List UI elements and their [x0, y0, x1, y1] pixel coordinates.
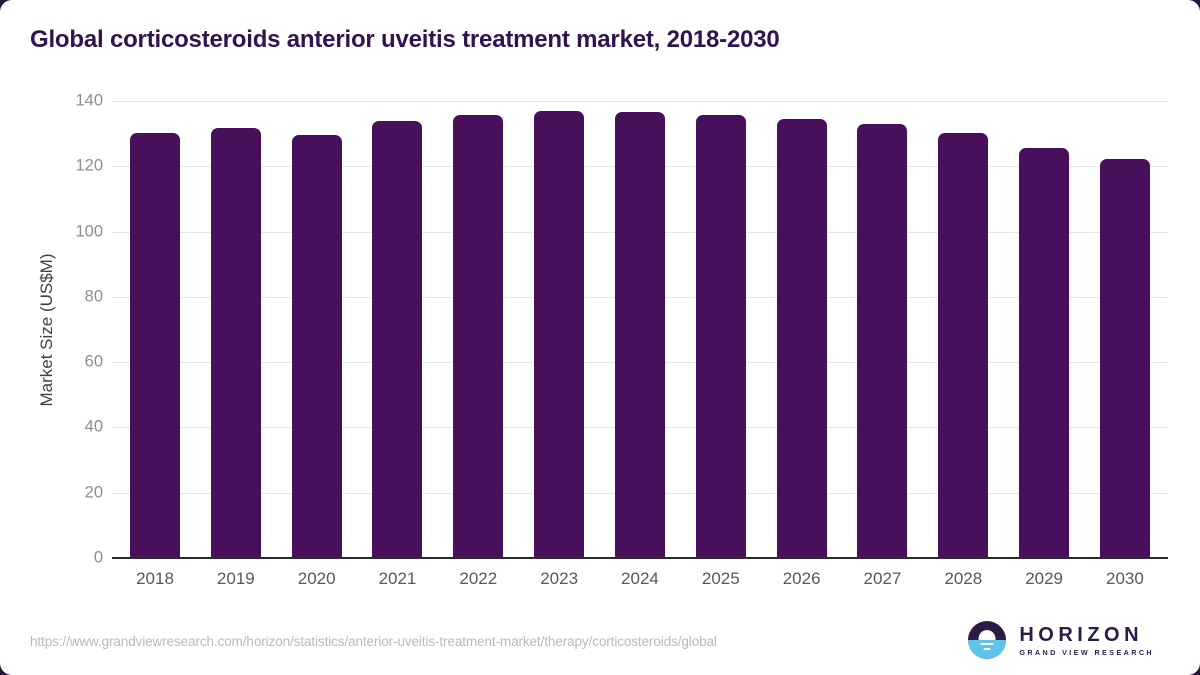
bar-slot-2029 — [1019, 101, 1070, 558]
bar-2018[interactable] — [130, 133, 180, 558]
x-axis-line — [112, 557, 1168, 559]
water-shape — [968, 640, 1007, 659]
bar-2030[interactable] — [1099, 159, 1150, 558]
bar-slot-2027 — [857, 101, 908, 558]
bar-slot-2019 — [210, 101, 261, 558]
x-tick-label-2024: 2024 — [621, 569, 659, 588]
bar-2021[interactable] — [372, 120, 423, 558]
x-tick-label-2029: 2029 — [1025, 569, 1064, 588]
bar-2019[interactable] — [210, 128, 261, 558]
y-tick-label-140: 140 — [75, 91, 103, 110]
x-tick-label-2030: 2030 — [1106, 569, 1144, 588]
plot-area — [112, 101, 1168, 559]
y-tick-label-100: 100 — [75, 222, 103, 241]
bar-slot-2030 — [1099, 101, 1150, 558]
gridline-140 — [112, 101, 1168, 102]
y-tick-label-120: 120 — [75, 156, 103, 175]
horizon-logo: HORIZON GRAND VIEW RESEARCH — [968, 621, 1154, 659]
y-axis-ticks: 0 20 40 60 80 100 120 140 — [0, 92, 103, 567]
bar-slot-2022 — [453, 101, 504, 558]
y-tick-label-20: 20 — [84, 483, 103, 502]
x-tick-label-2019: 2019 — [216, 569, 255, 588]
x-tick-label-2027: 2027 — [863, 569, 902, 588]
bar-2026[interactable] — [776, 118, 827, 558]
x-tick-label-2020: 2020 — [297, 569, 336, 588]
x-tick-label-2018: 2018 — [136, 569, 174, 588]
logo-brand: HORIZON — [1019, 623, 1144, 646]
bars-container — [112, 101, 1168, 558]
bar-2027[interactable] — [857, 124, 908, 558]
wave-line — [980, 642, 994, 645]
bar-2028[interactable] — [938, 133, 989, 558]
x-tick-label-2021: 2021 — [378, 569, 417, 588]
bar-slot-2025 — [695, 101, 746, 558]
x-tick-label-2023: 2023 — [540, 569, 579, 588]
bar-slot-2021 — [372, 101, 423, 558]
bar-2025[interactable] — [695, 115, 746, 558]
bar-2020[interactable] — [291, 134, 342, 558]
x-tick-label-2025: 2025 — [701, 569, 740, 588]
x-tick-label-2022: 2022 — [459, 569, 498, 588]
x-tick-label-2028: 2028 — [944, 569, 983, 588]
horizon-logo-icon — [968, 621, 1007, 659]
bar-slot-2023 — [534, 101, 585, 558]
y-tick-label-60: 60 — [84, 352, 103, 371]
source-url: https://www.grandviewresearch.com/horizo… — [30, 634, 717, 649]
wave-line — [983, 647, 991, 650]
logo-tagline: GRAND VIEW RESEARCH — [1019, 647, 1154, 657]
x-axis-labels: 2018 2019 2020 2021 2022 2023 2024 2025 2026 2027… — [112, 569, 1168, 589]
logo-text: HORIZON GRAND VIEW RESEARCH — [1019, 624, 1154, 657]
y-tick-label-0: 0 — [93, 548, 103, 567]
bar-2022[interactable] — [453, 115, 504, 558]
y-tick-label-80: 80 — [84, 287, 103, 306]
bar-2023[interactable] — [534, 110, 585, 558]
bar-slot-2026 — [776, 101, 827, 558]
x-tick-label-2026: 2026 — [782, 569, 821, 588]
bar-slot-2024 — [614, 101, 665, 558]
bar-2024[interactable] — [614, 112, 665, 558]
bar-slot-2020 — [291, 101, 342, 558]
bar-slot-2028 — [938, 101, 989, 558]
chart-title: Global corticosteroids anterior uveitis … — [30, 26, 780, 53]
bar-slot-2018 — [130, 101, 180, 558]
y-tick-label-40: 40 — [84, 417, 103, 436]
bar-2029[interactable] — [1019, 148, 1070, 558]
